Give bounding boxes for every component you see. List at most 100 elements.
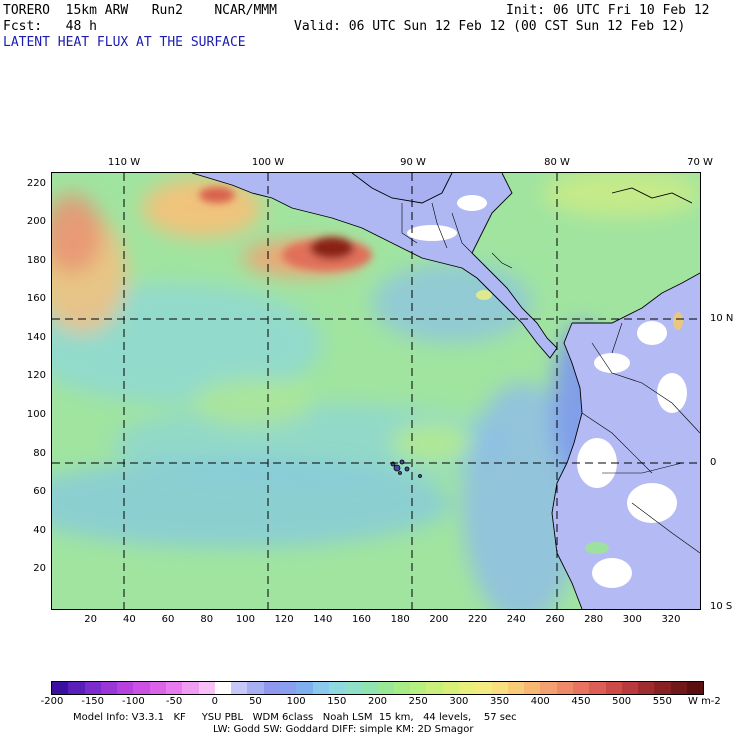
colorbar-segment — [491, 682, 508, 694]
colorbar-tick-label: 550 — [652, 696, 672, 707]
colorbar-segment — [393, 682, 411, 694]
latitude-label: 10 S — [710, 601, 733, 612]
y-tick-label: 40 — [33, 524, 46, 536]
yucatan-land — [352, 173, 452, 203]
colorbar-tick-label: 200 — [367, 696, 388, 707]
x-tick-label: 100 — [235, 614, 255, 625]
y-tick-label: 100 — [26, 409, 46, 421]
x-tick-label: 260 — [545, 614, 565, 625]
longitude-label: 100 W — [251, 157, 285, 168]
longitude-label: 90 W — [400, 157, 426, 168]
colorbar-segment — [459, 682, 476, 694]
colorbar-tick-label: 50 — [249, 696, 262, 707]
colorbar-segment — [117, 682, 134, 694]
colorbar-units: W m-2 — [688, 696, 721, 707]
galapagos-islands — [390, 459, 422, 478]
lake-titicaca — [585, 542, 609, 554]
colorbar-segment — [361, 682, 378, 694]
lake-nicaragua — [476, 290, 492, 300]
colorbar-segment — [605, 682, 622, 694]
colorbar-segment — [507, 682, 525, 694]
colorbar-tick-label: 450 — [571, 696, 591, 707]
x-tick-label: 120 — [274, 614, 294, 625]
colorbar-segment — [686, 682, 704, 694]
init-time-label: Init: 06 UTC Fri 10 Feb 12 — [506, 3, 710, 18]
colorbar-segment — [214, 682, 232, 694]
latent-heat-flux-map — [51, 172, 701, 610]
colorbar-segment — [442, 682, 460, 694]
colorbar-segment — [345, 682, 362, 694]
colorbar-segment — [589, 682, 606, 694]
x-tick-label: 280 — [584, 614, 604, 625]
colorbar-segment — [149, 682, 166, 694]
colorbar-tick-label: 350 — [490, 696, 510, 707]
colorbar-segment — [84, 682, 101, 694]
x-tick-label: 60 — [161, 614, 175, 625]
y-tick-label: 80 — [33, 447, 46, 459]
latitude-label: 0 — [710, 457, 717, 468]
y-tick-label: 220 — [26, 177, 46, 189]
model-info-line2: LW: Godd SW: Goddard DIFF: simple KM: 2D… — [213, 724, 474, 735]
colorbar-segment — [100, 682, 118, 694]
y-tick-label: 60 — [33, 486, 46, 498]
x-tick-label: 20 — [84, 614, 98, 625]
colorbar — [51, 681, 704, 695]
colorbar-segment — [573, 682, 590, 694]
longitude-label: 80 W — [544, 157, 570, 168]
x-tick-label: 300 — [622, 614, 642, 625]
colorbar-segment — [247, 682, 264, 694]
tehuantepec-jet — [199, 187, 372, 271]
colorbar-segment — [475, 682, 492, 694]
colorbar-segment — [312, 682, 329, 694]
colorbar-segment — [540, 682, 557, 694]
colorbar-tick-label: 400 — [530, 696, 550, 707]
colorbar-tick-label: 100 — [286, 696, 306, 707]
x-tick-label: 180 — [390, 614, 410, 625]
country-borders — [401, 202, 700, 554]
x-tick-label: 220 — [468, 614, 488, 625]
colorbar-tick-label: 150 — [327, 696, 347, 707]
y-tick-label: 120 — [26, 370, 46, 382]
colorbar-segment — [524, 682, 541, 694]
x-tick-label: 40 — [122, 614, 136, 625]
colorbar-segment — [231, 682, 248, 694]
y-tick-label: 20 — [33, 563, 46, 575]
forecast-hour-label: Fcst: 48 h — [3, 19, 97, 34]
colorbar-segment — [133, 682, 150, 694]
colorbar-segment — [638, 682, 655, 694]
colorbar-segment — [52, 682, 69, 694]
map-canvas — [52, 173, 700, 609]
y-tick-label: 200 — [26, 216, 46, 228]
x-tick-label: 240 — [506, 614, 526, 625]
coastlines — [191, 173, 700, 609]
colorbar-segment — [198, 682, 215, 694]
colorbar-segment — [556, 682, 573, 694]
colorbar-tick-label: -150 — [81, 696, 105, 707]
central-america-land — [192, 173, 557, 358]
x-tick-label: 320 — [661, 614, 681, 625]
lake-maracaibo — [673, 312, 683, 330]
colorbar-tick-label: 300 — [449, 696, 469, 707]
colorbar-segment — [670, 682, 687, 694]
colorbar-segment — [654, 682, 671, 694]
colorbar-segment — [165, 682, 183, 694]
graticule — [52, 173, 700, 609]
colorbar-segment — [279, 682, 297, 694]
colorbar-segment — [328, 682, 346, 694]
x-tick-label: 80 — [200, 614, 214, 625]
colorbar-tick-label: 500 — [612, 696, 632, 707]
y-tick-label: 180 — [26, 254, 46, 266]
x-tick-label: 200 — [429, 614, 449, 625]
colorbar-segment — [426, 682, 443, 694]
colorbar-tick-label: -100 — [122, 696, 145, 707]
land-white-patches — [407, 195, 687, 588]
y-tick-label: 140 — [26, 331, 46, 343]
colorbar-tick-label: -50 — [165, 696, 183, 707]
colorbar-segment — [68, 682, 85, 694]
longitude-label: 110 W — [107, 157, 141, 168]
colorbar-tick-label: 0 — [211, 696, 218, 707]
latitude-label: 10 N — [710, 313, 734, 324]
longitude-label: 70 W — [687, 157, 713, 168]
model-run-label: TORERO 15km ARW Run2 NCAR/MMM — [3, 3, 277, 18]
colorbar-segment — [377, 682, 394, 694]
